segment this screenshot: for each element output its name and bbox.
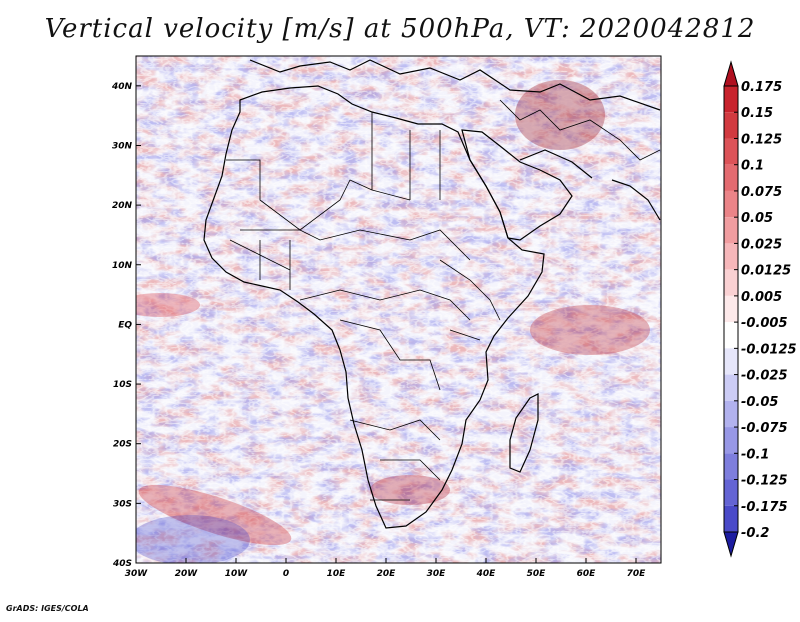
grads-credit: GrADS: IGES/COLA — [6, 604, 89, 613]
colorbar-label: -0.05 — [741, 395, 778, 410]
colorbar-segment — [724, 505, 738, 532]
colorbar-label: 0.0125 — [741, 264, 791, 279]
colorbar-segment — [724, 269, 738, 296]
longitude-axis: 30W 20W 10W 0 10E 20E 30E 40E 50E 60E 70E — [125, 558, 646, 579]
lat-tick-label: 10N — [112, 261, 133, 271]
colorbar-segment — [724, 374, 738, 401]
latitude-axis: 40N 30N 20N 10N EQ 10S 20S 30S 40S — [111, 82, 141, 569]
border-sahara-west — [226, 159, 411, 231]
colorbar-segment — [724, 112, 738, 139]
lon-tick-label: 50E — [527, 569, 547, 579]
colorbar-segment — [724, 190, 738, 218]
colorbar-segment — [724, 138, 738, 165]
border-southern — [349, 419, 441, 501]
colorbar-segment — [724, 322, 738, 349]
colorbar-label: 0.1 — [741, 159, 764, 174]
lon-tick-label: 10W — [225, 569, 249, 579]
colorbar-bottom-arrow — [723, 531, 739, 558]
colorbar-label: -0.175 — [741, 500, 788, 515]
colorbar-segment — [724, 453, 738, 480]
colorbar-label: 0.025 — [741, 237, 782, 252]
map-title: Vertical velocity [m/s] at 500hPa, VT: 2… — [44, 14, 756, 44]
colorbar-label: -0.0125 — [741, 342, 797, 357]
lat-tick-label: 10S — [113, 380, 132, 390]
lat-tick-label: 40S — [112, 559, 132, 569]
lon-tick-label: 30E — [427, 569, 447, 579]
lat-tick-label: 40N — [111, 82, 133, 92]
india-coastline — [611, 179, 661, 221]
colorbar-label: 0.075 — [741, 185, 782, 200]
lat-tick-label: 30S — [113, 499, 132, 509]
colorbar-segment — [724, 217, 738, 244]
africa-coastline — [203, 85, 545, 529]
colorbar-label: 0.175 — [741, 80, 782, 95]
colorbar-label: -0.125 — [741, 474, 788, 489]
lat-tick-label: 20N — [112, 201, 133, 211]
lat-tick-label: 30N — [112, 141, 133, 151]
map-frame — [135, 55, 662, 564]
field-white-streaks — [136, 56, 661, 563]
colorbar-segment — [724, 243, 738, 270]
region-itcz-west — [136, 293, 200, 317]
colorbar-segment — [724, 479, 738, 506]
madagascar-coastline — [509, 393, 539, 473]
lon-tick-label: 20W — [175, 569, 199, 579]
colorbar-top-arrow — [723, 60, 739, 87]
region-indian-ocean-convection — [530, 305, 650, 355]
lon-tick-label: 0 — [283, 569, 289, 579]
colorbar-label: -0.2 — [741, 526, 769, 541]
colorbar-label: -0.075 — [741, 421, 788, 436]
colorbar-segment — [724, 164, 738, 191]
border-libya-egypt — [371, 112, 441, 200]
colorbar-label: 0.005 — [741, 290, 782, 305]
region-south-atlantic-band — [138, 484, 292, 546]
colorbar-label: 0.05 — [741, 211, 773, 226]
lat-tick-label: 20S — [113, 440, 132, 450]
colorbar-label: -0.025 — [741, 369, 788, 384]
arabia-coastline — [461, 129, 573, 241]
border-central — [299, 289, 471, 321]
colorbar-segment — [724, 427, 738, 454]
border-congo — [339, 319, 441, 391]
colorbar: 0.175 0.15 0.125 0.1 0.075 0.05 0.025 0.0125 0.0… — [723, 60, 797, 558]
colorbar-label: -0.005 — [741, 316, 788, 331]
colorbar-segment — [724, 295, 738, 323]
persian-gulf-coastline — [519, 149, 593, 179]
lon-tick-label: 60E — [577, 569, 597, 579]
colorbar-segment — [724, 400, 738, 428]
border-east — [439, 259, 501, 341]
region-iran-high — [515, 80, 605, 150]
colorbar-label: 0.15 — [741, 106, 773, 121]
lon-tick-label: 20E — [377, 569, 397, 579]
country-borders — [226, 99, 661, 501]
border-west-africa — [229, 239, 291, 290]
lon-tick-label: 10E — [327, 569, 347, 579]
lon-tick-label: 70E — [627, 569, 647, 579]
region-southwest-blue — [136, 515, 250, 563]
coastlines — [203, 59, 661, 529]
colorbar-label: -0.1 — [741, 447, 769, 462]
border-middle-east — [499, 99, 661, 161]
border-sahel — [240, 229, 471, 261]
region-southern-africa — [370, 475, 450, 505]
vertical-velocity-field — [136, 56, 661, 563]
europe-coastline — [249, 59, 661, 111]
lon-tick-label: 40E — [476, 569, 497, 579]
lon-tick-label: 30W — [125, 569, 149, 579]
colorbar-label: 0.125 — [741, 132, 782, 147]
colorbar-segment — [724, 86, 738, 113]
lat-tick-label: EQ — [118, 320, 132, 330]
colorbar-outline — [723, 85, 739, 533]
colorbar-segment — [724, 348, 738, 375]
